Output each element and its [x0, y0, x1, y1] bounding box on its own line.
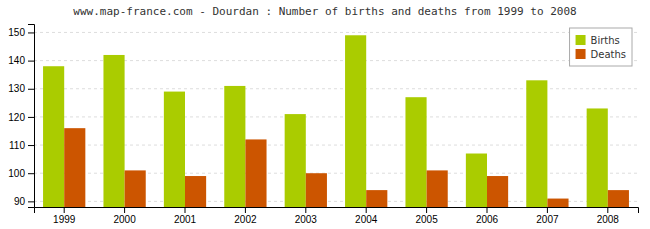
legend-swatch: [576, 49, 586, 59]
legend-entry: Deaths: [576, 49, 626, 60]
bar: [427, 170, 448, 207]
x-tick: 2001: [174, 207, 197, 225]
x-tick-label: 2005: [415, 214, 438, 225]
x-tick-label: 2002: [234, 214, 257, 225]
bars: [43, 35, 629, 207]
y-tick-mark: [28, 173, 34, 174]
x-tick-mark: [305, 207, 306, 213]
x-tick: 1999: [53, 207, 76, 225]
legend-swatch: [576, 35, 586, 45]
y-tick-label: 150: [8, 27, 25, 38]
bar: [487, 176, 508, 207]
legend-box: [570, 28, 632, 66]
x-tick-mark: [547, 207, 548, 213]
y-tick: 90: [14, 196, 34, 207]
legend-label: Births: [591, 35, 620, 46]
x-tick-label: 2007: [536, 214, 559, 225]
y-tick: 130: [8, 83, 34, 94]
x-tick: 2007: [536, 207, 559, 225]
y-tick: 100: [8, 168, 34, 179]
x-tick-label: 1999: [53, 214, 76, 225]
y-tick-mark: [28, 117, 34, 118]
bar: [587, 108, 608, 207]
legend-entry: Births: [576, 35, 620, 46]
bar: [345, 35, 366, 207]
bar: [185, 176, 206, 207]
bar: [306, 173, 327, 207]
y-tick-label: 140: [8, 55, 25, 66]
y-tick-mark: [28, 201, 34, 202]
bar: [547, 199, 568, 207]
bar: [466, 154, 487, 207]
x-axis-line: [35, 208, 639, 214]
x-tick-mark: [64, 207, 65, 213]
x-tick-label: 2008: [597, 214, 620, 225]
legend: Births Deaths: [570, 28, 632, 66]
bar: [405, 97, 426, 207]
x-tick-mark: [487, 207, 488, 213]
bar: [608, 190, 629, 207]
x-tick: 2008: [597, 207, 620, 225]
y-tick-label: 100: [8, 168, 25, 179]
bar: [64, 128, 85, 207]
y-tick: 140: [8, 55, 34, 66]
y-axis: 90 100 110 120 130 140 150: [8, 25, 34, 208]
x-tick-label: 2003: [295, 214, 318, 225]
x-tick: 2004: [355, 207, 378, 225]
x-tick-label: 2006: [476, 214, 499, 225]
y-tick-label: 90: [14, 196, 26, 207]
series: [64, 128, 629, 207]
x-tick-mark: [124, 207, 125, 213]
chart: www.map-france.com - Dourdan : Number of…: [0, 0, 650, 229]
legend-label: Deaths: [591, 49, 626, 60]
x-tick: 2005: [415, 207, 438, 225]
y-tick: 110: [9, 140, 34, 151]
x-tick-label: 2000: [113, 214, 136, 225]
y-tick-mark: [28, 32, 34, 33]
y-axis-line: [28, 25, 35, 208]
x-tick-label: 2001: [174, 214, 197, 225]
title: www.map-france.com - Dourdan : Number of…: [73, 5, 576, 18]
x-tick-mark: [426, 207, 427, 213]
bar: [43, 66, 64, 207]
x-tick: 2000: [113, 207, 136, 225]
y-tick-mark: [28, 89, 34, 90]
bar: [245, 139, 266, 207]
x-tick-label: 2004: [355, 214, 378, 225]
x-tick: 2003: [295, 207, 318, 225]
x-tick-mark: [245, 207, 246, 213]
x-tick-mark: [366, 207, 367, 213]
bar: [224, 86, 245, 207]
x-tick: 2002: [234, 207, 257, 225]
bar: [366, 190, 387, 207]
x-axis: 1999 2000 2001 2002 2003 2004 2005 2006 2007 2008: [35, 207, 639, 225]
series: [43, 35, 608, 207]
grid-line: [34, 32, 638, 33]
y-tick-label: 120: [8, 112, 25, 123]
bar: [164, 92, 185, 207]
bar: [125, 170, 146, 207]
x-tick-mark: [185, 207, 186, 213]
y-tick-label: 130: [8, 83, 25, 94]
bar: [103, 55, 124, 207]
y-tick-mark: [28, 61, 34, 62]
y-tick: 150: [8, 27, 34, 38]
plot: 1999 2000 2001 2002 2003 2004 2005 2006 2007 2008…: [8, 25, 638, 229]
y-tick-mark: [28, 145, 34, 146]
bar: [285, 114, 306, 207]
y-tick-label: 110: [9, 140, 25, 151]
bar: [526, 80, 547, 207]
y-tick: 120: [8, 112, 34, 123]
x-tick-mark: [607, 207, 608, 213]
x-tick: 2006: [476, 207, 499, 225]
